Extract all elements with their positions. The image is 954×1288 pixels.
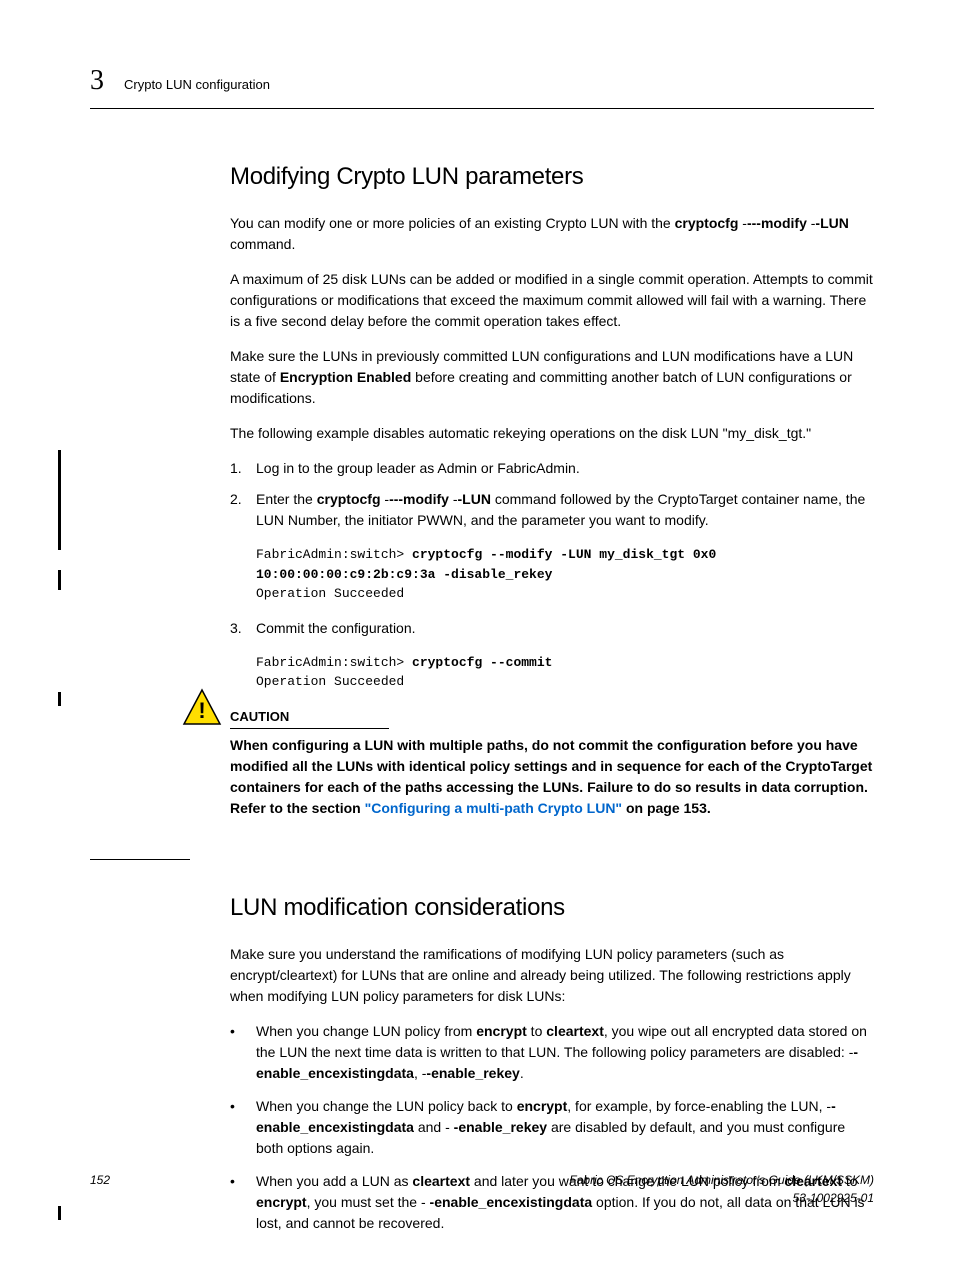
- doc-number: 53-1002925-01: [569, 1189, 874, 1207]
- list-item: 2. Enter the cryptocfg ----modify --LUN …: [230, 489, 874, 531]
- code-block: FabricAdmin:switch> cryptocfg --commit O…: [256, 653, 874, 692]
- footer-right: Fabric OS Encryption Administrator's Gui…: [569, 1171, 874, 1207]
- list-number: 1.: [230, 458, 256, 479]
- list-item: 1. Log in to the group leader as Admin o…: [230, 458, 874, 479]
- text: ,: [414, 1065, 422, 1081]
- text: You can modify one or more policies of a…: [230, 215, 675, 231]
- content-area: Modifying Crypto LUN parameters You can …: [230, 159, 874, 1234]
- text: to: [527, 1023, 546, 1039]
- section-separator: [90, 859, 190, 860]
- change-bar: [58, 1206, 61, 1220]
- caution-text: When configuring a LUN with multiple pat…: [230, 735, 874, 819]
- list-body: Enter the cryptocfg ----modify --LUN com…: [256, 489, 874, 531]
- paragraph: Make sure the LUNs in previously committ…: [230, 346, 874, 409]
- change-bar: [58, 570, 61, 590]
- bullet-icon: •: [230, 1096, 256, 1159]
- text: on page 153.: [622, 800, 711, 816]
- change-bar: [58, 450, 61, 550]
- bold-text: encrypt: [517, 1098, 568, 1114]
- doc-title: Fabric OS Encryption Administrator's Gui…: [569, 1171, 874, 1189]
- text: , for example, by force-enabling the LUN…: [567, 1098, 826, 1114]
- page-footer: 152 Fabric OS Encryption Administrator's…: [90, 1171, 874, 1207]
- code-prefix: FabricAdmin:switch>: [256, 655, 412, 670]
- param-text: -enable_rekey: [426, 1065, 519, 1081]
- command-text: -LUN: [815, 215, 848, 231]
- list-item: • When you change LUN policy from encryp…: [230, 1021, 874, 1084]
- cross-reference-link[interactable]: "Configuring a multi-path Crypto LUN": [365, 800, 622, 816]
- command-text: -LUN: [458, 491, 491, 507]
- caution-block: ! CAUTION When configuring a LUN with mu…: [230, 706, 874, 820]
- list-item: 3. Commit the configuration.: [230, 618, 874, 639]
- list-number: 2.: [230, 489, 256, 531]
- text: When you change LUN policy from: [256, 1023, 476, 1039]
- param-text: -enable_rekey: [450, 1119, 547, 1135]
- code-prefix: FabricAdmin:switch>: [256, 547, 412, 562]
- ordered-list: 1. Log in to the group leader as Admin o…: [230, 458, 874, 531]
- page-header: 3 Crypto LUN configuration: [90, 60, 874, 109]
- section-heading: Modifying Crypto LUN parameters: [230, 159, 874, 195]
- code-bold: cryptocfg --commit: [412, 655, 552, 670]
- command-text: --modify: [752, 215, 811, 231]
- section-heading: LUN modification considerations: [230, 890, 874, 926]
- list-body: When you change LUN policy from encrypt …: [256, 1021, 874, 1084]
- text: command.: [230, 236, 295, 252]
- text: Enter the: [256, 491, 317, 507]
- bold-text: cleartext: [546, 1023, 604, 1039]
- change-bar: [58, 692, 61, 706]
- command-text: cryptocfg: [317, 491, 385, 507]
- text: .: [520, 1065, 524, 1081]
- caution-label: CAUTION: [230, 707, 389, 730]
- page-body: 3 Crypto LUN configuration Modifying Cry…: [0, 0, 954, 1288]
- list-body: Commit the configuration.: [256, 618, 874, 639]
- paragraph: You can modify one or more policies of a…: [230, 213, 874, 255]
- running-head: Crypto LUN configuration: [124, 75, 270, 95]
- page-number: 152: [90, 1171, 110, 1207]
- paragraph: Make sure you understand the ramificatio…: [230, 944, 874, 1007]
- bold-text: encrypt: [476, 1023, 527, 1039]
- command-text: --modify: [394, 491, 453, 507]
- bold-text: Encryption Enabled: [280, 369, 411, 385]
- ordered-list: 3. Commit the configuration.: [230, 618, 874, 639]
- list-item: • When you change the LUN policy back to…: [230, 1096, 874, 1159]
- paragraph: A maximum of 25 disk LUNs can be added o…: [230, 269, 874, 332]
- list-body: Log in to the group leader as Admin or F…: [256, 458, 874, 479]
- text: and: [414, 1119, 445, 1135]
- caution-icon: !: [182, 688, 222, 728]
- code-text: Operation Succeeded: [256, 674, 404, 689]
- command-text: cryptocfg: [675, 215, 743, 231]
- text: When you change the LUN policy back to: [256, 1098, 517, 1114]
- bullet-icon: •: [230, 1021, 256, 1084]
- chapter-number: 3: [90, 60, 104, 102]
- code-text: Operation Succeeded: [256, 586, 404, 601]
- code-block: FabricAdmin:switch> cryptocfg --modify -…: [256, 545, 874, 604]
- list-number: 3.: [230, 618, 256, 639]
- svg-text:!: !: [198, 698, 205, 723]
- paragraph: The following example disables automatic…: [230, 423, 874, 444]
- list-body: When you change the LUN policy back to e…: [256, 1096, 874, 1159]
